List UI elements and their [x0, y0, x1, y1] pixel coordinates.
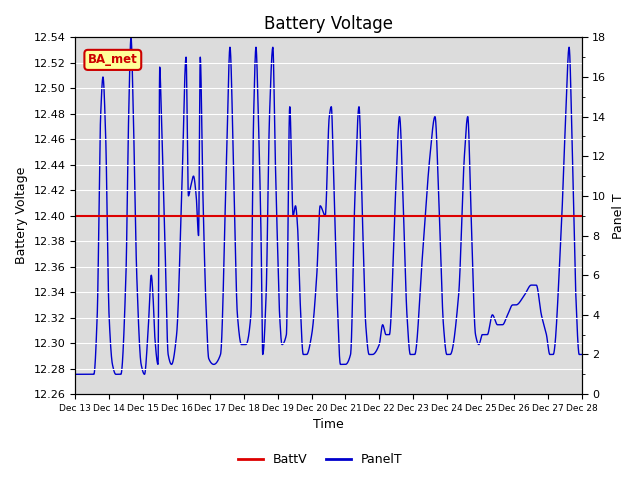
- Y-axis label: Panel T: Panel T: [612, 193, 625, 239]
- Y-axis label: Battery Voltage: Battery Voltage: [15, 167, 28, 264]
- Text: BA_met: BA_met: [88, 53, 138, 66]
- Title: Battery Voltage: Battery Voltage: [264, 15, 393, 33]
- X-axis label: Time: Time: [313, 419, 344, 432]
- Legend: BattV, PanelT: BattV, PanelT: [232, 448, 408, 471]
